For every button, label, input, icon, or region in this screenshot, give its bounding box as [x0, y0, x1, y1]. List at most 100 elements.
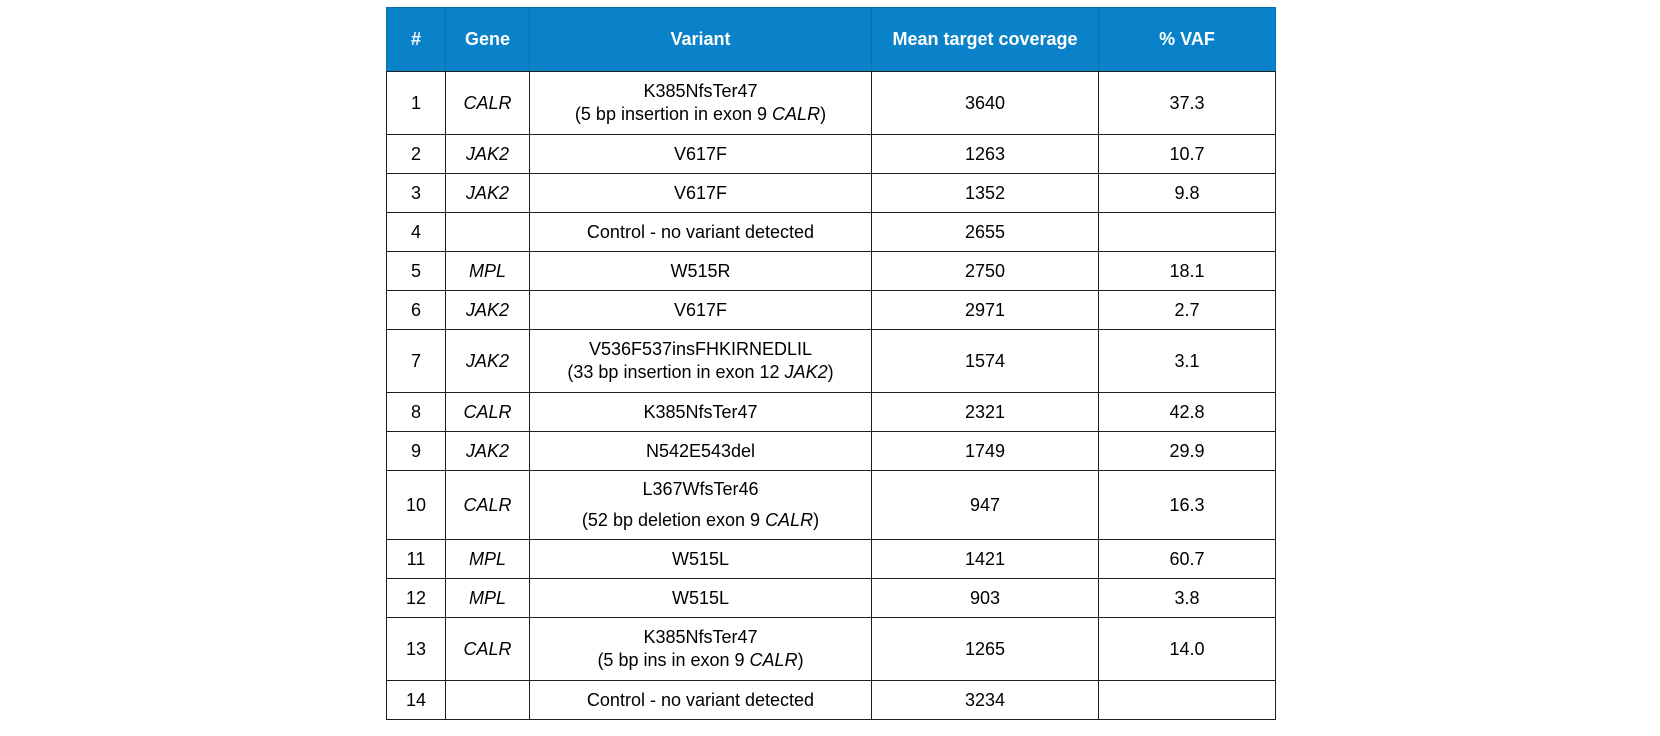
variant-description-text: (5 bp ins in exon 9: [597, 650, 750, 670]
cell-variant: W515L: [529, 539, 872, 579]
cell-coverage: 2321: [871, 392, 1099, 432]
cell-gene: JAK2: [445, 290, 530, 330]
header-gene: Gene: [445, 7, 530, 72]
cell-variant: W515R: [529, 251, 872, 291]
cell-variant: K385NfsTer47 (5 bp ins in exon 9 CALR): [529, 617, 872, 681]
cell-variant: Control - no variant detected: [529, 212, 872, 252]
variant-name: V536F537insFHKIRNEDLIL: [588, 339, 813, 359]
cell-vaf: 2.7: [1098, 290, 1276, 330]
cell-vaf: [1098, 680, 1276, 720]
cell-vaf: 14.0: [1098, 617, 1276, 681]
cell-vaf: 10.7: [1098, 134, 1276, 174]
cell-variant: N542E543del: [529, 431, 872, 471]
cell-number: 13: [386, 617, 446, 681]
variant-description: (5 bp insertion in exon 9 CALR): [534, 103, 867, 126]
cell-vaf: 9.8: [1098, 173, 1276, 213]
header-variant: Variant: [529, 7, 872, 72]
table-row: 7 JAK2 V536F537insFHKIRNEDLIL (33 bp ins…: [386, 329, 1276, 393]
header-mean-target-coverage: Mean target coverage: [871, 7, 1099, 72]
header-vaf: % VAF: [1098, 7, 1276, 72]
variant-description-text: (33 bp insertion in exon 12: [567, 362, 785, 382]
cell-variant: L367WfsTer46 (52 bp deletion exon 9 CALR…: [529, 470, 872, 540]
variant-description-close: ): [813, 510, 820, 530]
cell-coverage: 1574: [871, 329, 1099, 393]
table-row: 12 MPL W515L 903 3.8: [386, 578, 1276, 618]
cell-gene: CALR: [445, 71, 530, 135]
cell-vaf: 29.9: [1098, 431, 1276, 471]
cell-number: 2: [386, 134, 446, 174]
header-row: # Gene Variant Mean target coverage % VA…: [386, 7, 1276, 72]
cell-number: 4: [386, 212, 446, 252]
cell-gene: MPL: [445, 539, 530, 579]
cell-vaf: 3.1: [1098, 329, 1276, 393]
cell-variant: Control - no variant detected: [529, 680, 872, 720]
cell-variant: W515L: [529, 578, 872, 618]
cell-coverage: 1352: [871, 173, 1099, 213]
table-row: 6 JAK2 V617F 2971 2.7: [386, 290, 1276, 330]
cell-coverage: 3234: [871, 680, 1099, 720]
table-row: 1 CALR K385NfsTer47 (5 bp insertion in e…: [386, 71, 1276, 135]
cell-variant: V617F: [529, 290, 872, 330]
cell-gene: JAK2: [445, 329, 530, 393]
variant-description-text: (5 bp insertion in exon 9: [574, 104, 773, 124]
cell-number: 10: [386, 470, 446, 540]
cell-number: 12: [386, 578, 446, 618]
cell-number: 6: [386, 290, 446, 330]
cell-coverage: 903: [871, 578, 1099, 618]
cell-gene: MPL: [445, 251, 530, 291]
cell-coverage: 1421: [871, 539, 1099, 579]
variant-description-text: (52 bp deletion exon 9: [581, 510, 766, 530]
table-row: 11 MPL W515L 1421 60.7: [386, 539, 1276, 579]
cell-gene: JAK2: [445, 431, 530, 471]
cell-variant: K385NfsTer47 (5 bp insertion in exon 9 C…: [529, 71, 872, 135]
cell-coverage: 3640: [871, 71, 1099, 135]
variant-description: (5 bp ins in exon 9 CALR): [534, 649, 867, 672]
cell-coverage: 2655: [871, 212, 1099, 252]
header-number: #: [386, 7, 446, 72]
cell-variant: V617F: [529, 173, 872, 213]
variant-description-gene: CALR: [772, 104, 821, 124]
cell-number: 1: [386, 71, 446, 135]
cell-vaf: 42.8: [1098, 392, 1276, 432]
cell-gene: MPL: [445, 578, 530, 618]
variant-description-close: ): [820, 104, 827, 124]
cell-vaf: 3.8: [1098, 578, 1276, 618]
variant-description-gene: CALR: [765, 510, 814, 530]
table-row: 3 JAK2 V617F 1352 9.8: [386, 173, 1276, 213]
cell-vaf: [1098, 212, 1276, 252]
variants-table: # Gene Variant Mean target coverage % VA…: [386, 7, 1276, 720]
table-row: 13 CALR K385NfsTer47 (5 bp ins in exon 9…: [386, 617, 1276, 681]
variant-description: (52 bp deletion exon 9 CALR): [534, 509, 867, 532]
cell-vaf: 37.3: [1098, 71, 1276, 135]
table-row: 2 JAK2 V617F 1263 10.7: [386, 134, 1276, 174]
cell-number: 3: [386, 173, 446, 213]
cell-gene: JAK2: [445, 173, 530, 213]
cell-coverage: 2750: [871, 251, 1099, 291]
table-row: 5 MPL W515R 2750 18.1: [386, 251, 1276, 291]
cell-number: 9: [386, 431, 446, 471]
table-row: 4 Control - no variant detected 2655: [386, 212, 1276, 252]
variant-name: K385NfsTer47: [643, 81, 758, 101]
cell-vaf: 16.3: [1098, 470, 1276, 540]
variant-description-close: ): [797, 650, 804, 670]
table-row: 8 CALR K385NfsTer47 2321 42.8: [386, 392, 1276, 432]
cell-number: 11: [386, 539, 446, 579]
cell-vaf: 60.7: [1098, 539, 1276, 579]
cell-coverage: 947: [871, 470, 1099, 540]
variant-name: L367WfsTer46: [642, 479, 759, 499]
cell-gene: CALR: [445, 617, 530, 681]
cell-number: 8: [386, 392, 446, 432]
cell-number: 5: [386, 251, 446, 291]
cell-variant: V536F537insFHKIRNEDLIL (33 bp insertion …: [529, 329, 872, 393]
cell-gene: CALR: [445, 392, 530, 432]
variant-description-gene: CALR: [749, 650, 798, 670]
cell-number: 14: [386, 680, 446, 720]
cell-gene: [445, 680, 530, 720]
cell-gene: JAK2: [445, 134, 530, 174]
cell-variant: K385NfsTer47: [529, 392, 872, 432]
variant-description-close: ): [827, 362, 834, 382]
cell-number: 7: [386, 329, 446, 393]
variant-name: K385NfsTer47: [643, 627, 758, 647]
cell-coverage: 1263: [871, 134, 1099, 174]
cell-gene: CALR: [445, 470, 530, 540]
